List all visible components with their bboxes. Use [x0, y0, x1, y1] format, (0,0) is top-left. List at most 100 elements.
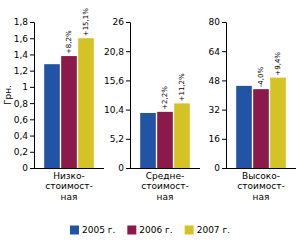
legend-swatch [127, 226, 136, 235]
y-tick: 1 [22, 82, 34, 92]
y-tick-label: 15,6 [104, 76, 124, 86]
y-tick-label: 0,4 [14, 131, 29, 141]
y-tick: 1,2 [14, 66, 34, 76]
y-tick-mark [30, 152, 34, 153]
y-tick-mark [126, 168, 130, 169]
y-tick-mark [222, 168, 226, 169]
bar [44, 64, 60, 168]
y-label: Грн. [3, 85, 13, 105]
y-tick-label: 0 [22, 163, 28, 173]
y-tick: 20,8 [104, 47, 130, 57]
y-tick-label: 26 [113, 17, 125, 27]
y-tick: 0 [22, 163, 34, 173]
y-tick: 64 [209, 47, 226, 57]
y-axis-line [222, 23, 227, 169]
bar [78, 38, 94, 168]
bar [61, 56, 77, 168]
bar [253, 89, 269, 168]
y-tick-mark [126, 110, 130, 111]
y-tick-mark [222, 139, 226, 140]
y-tick-label: 0,8 [14, 98, 29, 108]
y-tick-mark [30, 168, 34, 169]
panel: +8,2%+15,1%00,20,40,60,811,21,41,61,8Низ… [14, 8, 104, 202]
y-tick-mark [222, 80, 226, 81]
legend-label: 2005 г. [82, 225, 115, 235]
y-tick-mark [30, 103, 34, 104]
bar [236, 86, 252, 168]
chart-container: +8,2%+15,1%00,20,40,60,811,21,41,61,8Низ… [0, 0, 300, 250]
x-label: Низко-стоимост-ная [45, 171, 92, 202]
y-tick-mark [126, 51, 130, 52]
y-tick-mark [30, 54, 34, 55]
legend-item: 2007 г. [185, 225, 230, 235]
x-axis-line [130, 168, 200, 169]
y-tick-mark [30, 22, 34, 23]
y-tick-label: 48 [209, 76, 221, 86]
y-tick-label: 64 [209, 47, 221, 57]
y-tick: 0,4 [14, 131, 34, 141]
y-axis-line [30, 23, 35, 169]
y-tick-mark [30, 87, 34, 88]
y-axis: 0 5,2 10,4 15,6 20,8 26 [104, 17, 131, 173]
y-axis: 01632486480 [209, 17, 227, 173]
bar [140, 113, 156, 168]
bar [270, 78, 286, 168]
x-label: Высоко-стоимост-ная [237, 171, 284, 202]
y-axis-line [126, 23, 131, 169]
y-tick: 1,6 [14, 34, 34, 44]
y-tick-mark [30, 119, 34, 120]
y-tick-label: 5,2 [110, 134, 124, 144]
bar [174, 103, 190, 168]
y-tick: 48 [209, 76, 226, 86]
y-tick: 15,6 [104, 76, 130, 86]
annotation: +15,1% [82, 8, 90, 36]
y-tick: 0,6 [14, 115, 34, 125]
y-tick: 16 [209, 134, 226, 144]
chart-svg: +8,2%+15,1%00,20,40,60,811,21,41,61,8Низ… [0, 0, 300, 250]
y-tick-mark [30, 38, 34, 39]
y-tick-mark [126, 22, 130, 23]
legend-item: 2005 г. [70, 225, 115, 235]
y-tick-mark [126, 80, 130, 81]
legend-swatch [185, 226, 194, 235]
annotation: +8,2% [65, 30, 73, 54]
y-tick: 80 [209, 17, 226, 27]
y-tick-label: 1 [22, 82, 28, 92]
y-tick-mark [126, 139, 130, 140]
y-tick: 5,2 [110, 134, 130, 144]
y-tick: 26 [113, 17, 130, 27]
annotation: +2,2% [161, 86, 169, 110]
y-tick-label: 1,8 [14, 17, 29, 27]
y-tick-label: 0 [118, 163, 124, 173]
annotation: +9,4% [274, 52, 282, 76]
y-tick-label: 16 [209, 134, 221, 144]
y-tick-mark [222, 22, 226, 23]
legend-item: 2006 г. [127, 225, 172, 235]
y-tick-label: 0,6 [14, 115, 29, 125]
y-tick-label: 1,4 [14, 50, 29, 60]
annotation: -4,0% [257, 67, 265, 88]
y-tick: 1,4 [14, 50, 34, 60]
bar [157, 112, 173, 168]
x-label: Средне-стоимост-ная [141, 171, 188, 202]
panel: +2,2%+11,2%05,210,415,620,826Средне-стои… [104, 17, 200, 201]
legend-label: 2006 г. [139, 225, 172, 235]
y-tick-mark [222, 51, 226, 52]
x-axis-line [226, 168, 296, 169]
y-tick: 0,8 [14, 98, 34, 108]
y-tick-label: 20,8 [104, 47, 124, 57]
y-tick-mark [30, 71, 34, 72]
bars [140, 103, 190, 168]
y-axis: 00,20,40,60,811,21,41,61,8 [14, 17, 35, 173]
x-axis-line [34, 168, 104, 169]
y-tick: 10,4 [104, 105, 130, 115]
y-tick-label: 80 [209, 17, 221, 27]
y-tick-label: 1,6 [14, 34, 29, 44]
y-tick: 0 [118, 163, 130, 173]
bars [44, 38, 94, 168]
y-tick-mark [30, 136, 34, 137]
y-tick: 1,8 [14, 17, 34, 27]
y-tick: 32 [209, 105, 226, 115]
y-tick-label: 32 [209, 105, 220, 115]
y-tick-mark [222, 110, 226, 111]
